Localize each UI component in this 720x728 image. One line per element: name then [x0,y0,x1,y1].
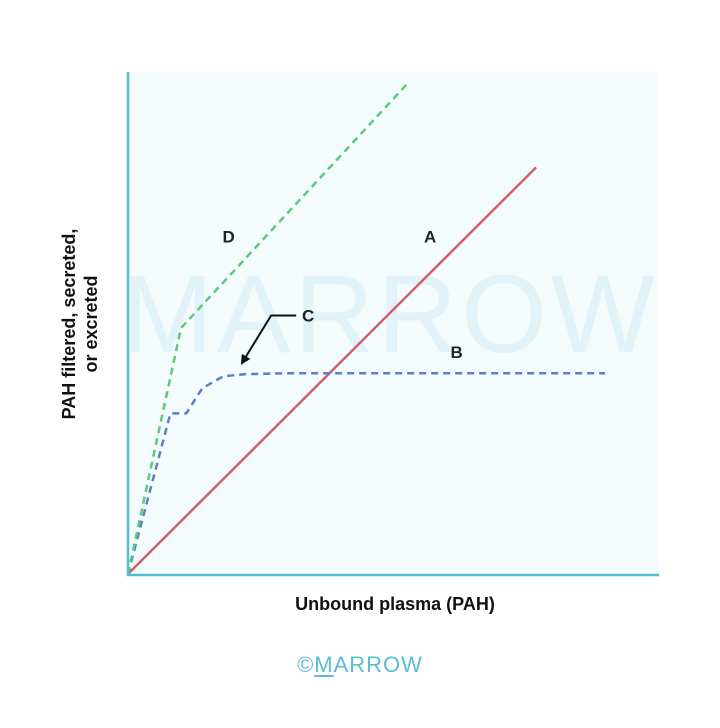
annotation-arrow-c [240,314,297,365]
labels-layer: A B D C [223,228,463,365]
plot-area [128,72,658,574]
series-label-d: D [223,228,235,247]
series-label-a: A [424,228,436,247]
y-axis-title-line-1: PAH filtered, secreted, [59,229,79,420]
y-axis-title-line-2: or excreted [81,275,101,372]
copyright-symbol: © [297,652,315,677]
series-label-b: B [450,343,462,362]
series-line-b [126,371,605,575]
brand-rest: ARROW [333,652,423,677]
annotation-label-c: C [302,306,314,325]
brand-initial: M [314,652,334,677]
x-axis-title: Unbound plasma (PAH) [295,594,495,614]
series-line-a [127,166,537,575]
footer-brand: ©MARROW [0,652,720,678]
y-axis-title: PAH filtered, secreted, or excreted [59,229,101,420]
series-layer [126,81,605,575]
